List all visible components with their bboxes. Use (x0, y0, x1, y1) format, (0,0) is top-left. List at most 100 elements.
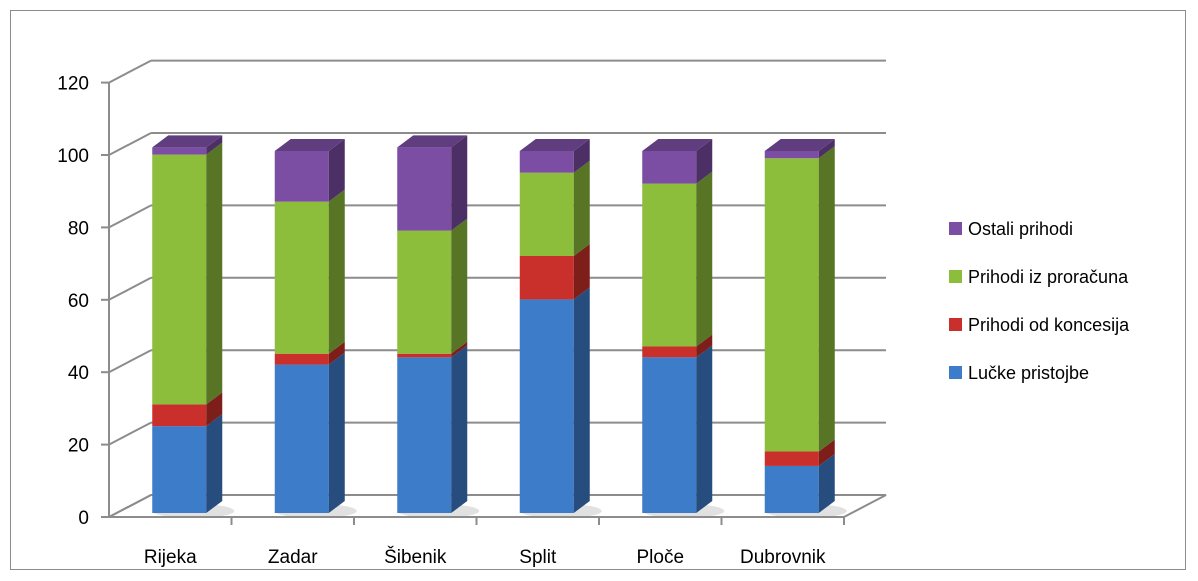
bar-front (152, 154, 207, 405)
bar-front (519, 299, 574, 513)
x-tick-label: Šibenik (384, 546, 447, 568)
bar-side (328, 352, 345, 513)
bar-segment-prihodi-od-koncesija (764, 439, 835, 466)
bar-front (397, 230, 452, 354)
bar-side (206, 135, 223, 155)
bar-segment-prihodi-od-koncesija (397, 341, 468, 358)
bar-front (519, 151, 574, 173)
bar-segment-prihodi-iz-prora-una (397, 218, 468, 354)
gridline-side (108, 494, 152, 518)
stacked-bar-chart: 0 20 40 60 80 100 120 Rijeka Zadar Šibenik Split P… (57, 59, 1130, 568)
legend-label: Lučke pristojbe (968, 363, 1089, 383)
bar-side (573, 287, 590, 513)
bar-top (519, 139, 590, 151)
bar-segment-lu-ke-pristojbe (764, 453, 835, 513)
bar-segment-ostali-prihodi (274, 139, 345, 202)
bar-side (451, 218, 468, 354)
bar-side (696, 345, 713, 513)
y-tick-label: 0 (78, 508, 89, 529)
gridlines (108, 59, 886, 518)
legend: Ostali prihodi Prihodi iz proračuna Prihod… (949, 219, 1130, 383)
bar-side (696, 139, 713, 184)
bar-side (328, 139, 345, 202)
gridline-side (108, 132, 152, 156)
bar-segment-lu-ke-pristojbe (519, 287, 590, 513)
bar-front (152, 404, 207, 427)
bar-front (642, 151, 697, 184)
bar-side (206, 142, 223, 405)
bar-front (274, 151, 329, 202)
bar-segment-lu-ke-pristojbe (397, 345, 468, 513)
bar-side (818, 146, 835, 452)
gridline-side (108, 204, 152, 229)
bar-side (328, 341, 345, 365)
bar-side (328, 189, 345, 354)
bar-side (206, 392, 223, 427)
gridline-side (108, 276, 152, 301)
bar-front (764, 151, 819, 159)
bar-front (642, 346, 697, 358)
legend-swatch (949, 366, 962, 379)
bar-segment-prihodi-iz-prora-una (764, 146, 835, 452)
bar-top (764, 139, 835, 151)
bar-front (397, 353, 452, 358)
bar-front (519, 172, 574, 256)
legend-label: Ostali prihodi (968, 219, 1073, 239)
bar-front (274, 353, 329, 365)
bar-segment-lu-ke-pristojbe (152, 414, 223, 513)
bar-side (451, 135, 468, 231)
bar-side (573, 139, 590, 173)
bar-front (152, 426, 207, 513)
bar-front (152, 147, 207, 155)
bar-segment-ostali-prihodi (152, 135, 223, 155)
y-tick-label: 40 (68, 363, 89, 384)
bar-front (764, 465, 819, 513)
legend-swatch (949, 222, 962, 235)
bar-side (696, 334, 713, 358)
bar-top (274, 139, 345, 151)
y-tick-label: 20 (68, 436, 89, 457)
bar-front (397, 147, 452, 231)
bar-shadows (152, 504, 847, 518)
bar-front (519, 255, 574, 300)
y-tick-label: 80 (68, 218, 89, 239)
bars (152, 135, 835, 513)
bar-front (642, 357, 697, 513)
gridline-side (108, 421, 152, 446)
x-tick-label: Dubrovnik (740, 547, 826, 568)
y-tick-labels: 0 20 40 60 80 100 120 (57, 74, 89, 529)
bar-side (696, 171, 713, 347)
bar-segment-prihodi-iz-prora-una (519, 160, 590, 256)
bar-front (397, 357, 452, 513)
bar-top (152, 135, 223, 148)
bar-segment-lu-ke-pristojbe (274, 352, 345, 513)
bar-front (764, 158, 819, 452)
bar-top (642, 139, 713, 151)
bar-front (274, 201, 329, 354)
bar-front (764, 451, 819, 466)
gridline-side (108, 59, 152, 84)
legend-swatch (949, 318, 962, 331)
legend-label: Prihodi od koncesija (968, 315, 1130, 335)
bar-segment-ostali-prihodi (397, 135, 468, 231)
x-tick-label: Ploče (636, 547, 684, 568)
bar-front (642, 183, 697, 347)
x-tick-label: Rijeka (144, 547, 197, 568)
bar-segment-prihodi-od-koncesija (519, 243, 590, 300)
bar-segment-prihodi-od-koncesija (152, 392, 223, 427)
y-tick-label: 100 (57, 146, 89, 167)
x-tick-label: Split (519, 547, 557, 568)
bar-segment-ostali-prihodi (764, 139, 835, 159)
bar-side (451, 341, 468, 358)
axes (101, 81, 845, 525)
y-tick-label: 120 (57, 74, 89, 95)
bar-segment-prihodi-iz-prora-una (274, 189, 345, 354)
bar-side (818, 139, 835, 159)
y-tick-label: 60 (68, 291, 89, 312)
legend-label: Prihodi iz proračuna (968, 267, 1129, 287)
bar-side (573, 160, 590, 256)
bar-side (573, 243, 590, 300)
bar-side (206, 414, 223, 513)
legend-swatch (949, 270, 962, 283)
bar-segment-ostali-prihodi (642, 139, 713, 184)
